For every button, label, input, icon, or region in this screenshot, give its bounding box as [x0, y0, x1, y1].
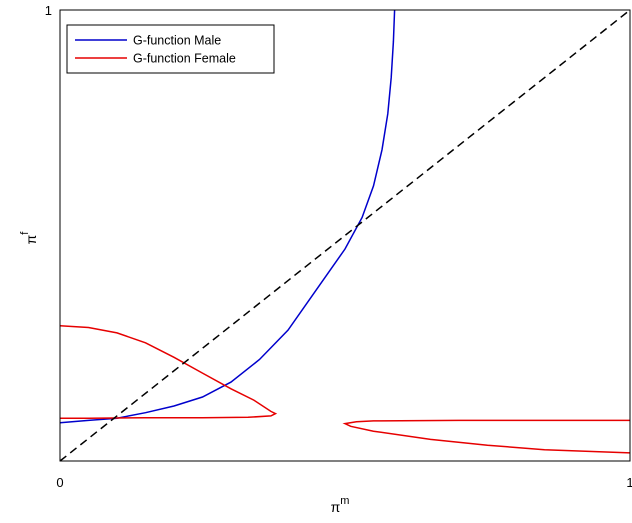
- y-tick-label-0: 1: [45, 3, 52, 18]
- series-line-2: [59, 324, 278, 419]
- legend: G-function Male G-function Female: [66, 24, 275, 74]
- legend-label-2: G-function Female: [133, 52, 236, 66]
- series-line-4: [59, 9, 631, 462]
- tick-layer: 0 1 1: [45, 3, 632, 490]
- x-tick-label-1: 1: [626, 475, 632, 490]
- axis-label-layer: πm πf: [19, 231, 349, 515]
- x-tick-label-0: 0: [56, 475, 63, 490]
- series-line-1: [59, 9, 396, 424]
- legend-label-1: G-function Male: [133, 34, 221, 48]
- legend-box: [66, 24, 275, 74]
- series-line-3: [342, 419, 631, 454]
- plot-frame: [59, 9, 631, 462]
- y-axis-label: πf: [19, 231, 39, 245]
- x-axis-label: πm: [331, 495, 350, 515]
- curve-layer: [59, 9, 631, 462]
